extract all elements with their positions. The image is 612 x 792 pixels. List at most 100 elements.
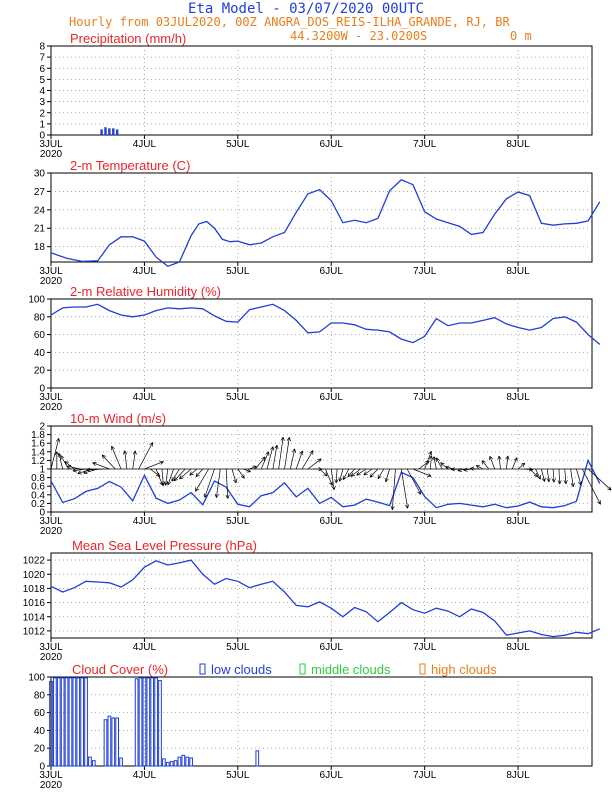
x-tick-label: 6JUL xyxy=(320,266,344,277)
wind-arrow-head xyxy=(123,450,128,455)
wind-arrow xyxy=(587,468,612,491)
wind-arrow xyxy=(161,468,164,486)
wind-arrow xyxy=(535,468,541,480)
wind-arrow-head xyxy=(417,490,422,495)
cloud-bar-low xyxy=(181,754,186,767)
x-tick-label: 6JUL xyxy=(320,392,344,403)
panel-title-precip: Precipitation (mm/h) xyxy=(70,31,186,46)
wind-arrow-head xyxy=(83,470,88,475)
wind-arrow xyxy=(463,468,472,471)
wind-arrow xyxy=(558,468,561,485)
x-tick-label: 3JUL xyxy=(39,770,63,781)
x-year-label: 2020 xyxy=(40,780,63,791)
wind-arrow xyxy=(204,468,215,498)
y-tick-label: 1016 xyxy=(23,598,46,609)
wind-arrow-head xyxy=(428,455,434,460)
wind-arrow xyxy=(457,468,466,472)
cloud-bar-low xyxy=(76,677,81,767)
wind-arrow xyxy=(138,442,154,470)
wind-arrow-head xyxy=(607,486,612,491)
y-tick-label: 1.4 xyxy=(31,447,45,458)
y-tick-label: 80 xyxy=(34,690,46,701)
wind-arrow-head xyxy=(203,493,208,498)
wind-arrow xyxy=(179,468,192,480)
y-tick-label: 100 xyxy=(28,673,45,684)
wind-arrow xyxy=(171,468,180,482)
x-tick-label: 4JUL xyxy=(133,642,157,653)
x-year-label: 2020 xyxy=(40,276,63,287)
wind-arrow-head xyxy=(551,478,556,483)
wind-arrow xyxy=(189,468,198,476)
wind-arrow xyxy=(165,468,169,486)
wind-arrow xyxy=(433,456,437,470)
y-tick-label: 1020 xyxy=(23,570,46,581)
cloud-bar-low xyxy=(88,756,92,767)
wind-arrow xyxy=(546,468,550,482)
x-year-label: 2020 xyxy=(40,526,63,537)
wind-arrow-head xyxy=(92,462,97,466)
wind-arrow xyxy=(58,453,64,470)
wind-arrow xyxy=(511,457,518,470)
wind-arrow-head xyxy=(356,471,361,476)
wind-arrow xyxy=(350,468,361,477)
cloud-bar-low xyxy=(103,719,108,767)
y-tick-label: 1.8 xyxy=(31,430,45,441)
wind-arrow-head xyxy=(541,477,546,482)
wind-arrow-head xyxy=(513,457,518,462)
cloud-bar-low xyxy=(255,750,260,767)
wind-arrow-head xyxy=(195,487,199,492)
wind-arrow-head xyxy=(563,480,568,485)
cloud-bar-low xyxy=(138,677,143,767)
cloud-bar-low xyxy=(169,761,174,767)
wind-arrow xyxy=(552,468,555,483)
wind-arrow-head xyxy=(570,482,575,487)
wind-arrow-head xyxy=(451,467,456,472)
wind-arrow xyxy=(325,468,333,486)
y-tick-label: 0.6 xyxy=(31,482,45,493)
wind-arrow-head xyxy=(261,456,266,461)
wind-arrow xyxy=(101,454,116,470)
precip-bar xyxy=(115,129,119,135)
y-tick-label: 7 xyxy=(39,53,45,64)
wind-arrow-head xyxy=(384,477,389,483)
wind-arrow-head xyxy=(225,494,230,499)
cloud-bar-low xyxy=(111,717,116,767)
wind-arrow xyxy=(225,468,229,499)
y-tick-label: 1018 xyxy=(23,584,46,595)
y-tick-label: 4 xyxy=(39,86,45,97)
wind-arrow-head xyxy=(86,467,91,472)
wind-arrow xyxy=(60,455,69,470)
y-tick-label: 1 xyxy=(39,119,45,130)
wind-arrow-head xyxy=(195,472,200,478)
cloud-bar-low xyxy=(177,756,182,767)
y-tick-label: 5 xyxy=(39,75,45,86)
wind-arrow-head xyxy=(64,461,69,466)
wind-arrow-head xyxy=(189,471,194,476)
x-tick-label: 5JUL xyxy=(226,266,250,277)
wind-arrow xyxy=(436,457,443,470)
y-tick-label: 0 xyxy=(39,508,45,519)
wind-arrow xyxy=(470,468,478,470)
cloud-bar-low xyxy=(49,680,53,767)
x-tick-label: 6JUL xyxy=(320,770,344,781)
cloud-bar-low xyxy=(60,677,65,767)
cloud-bar-low xyxy=(173,760,178,767)
x-tick-label: 3JUL xyxy=(39,139,63,150)
cloud-bar-low xyxy=(80,677,84,767)
wind-arrow xyxy=(243,468,251,473)
wind-arrow xyxy=(400,468,408,509)
wind-arrow-head xyxy=(520,462,526,467)
cloud-bar-low xyxy=(134,678,139,767)
x-tick-label: 5JUL xyxy=(226,139,250,150)
y-tick-label: 100 xyxy=(28,295,45,306)
wind-arrow-head xyxy=(159,460,164,465)
y-tick-label: 24 xyxy=(34,205,46,216)
wind-arrow xyxy=(295,450,303,470)
cloud-bar-low xyxy=(91,760,96,767)
x-tick-label: 3JUL xyxy=(39,392,63,403)
x-tick-label: 3JUL xyxy=(39,642,63,653)
wind-arrow-head xyxy=(270,446,275,451)
wind-arrow xyxy=(347,468,355,477)
wind-arrow-head xyxy=(445,465,450,470)
